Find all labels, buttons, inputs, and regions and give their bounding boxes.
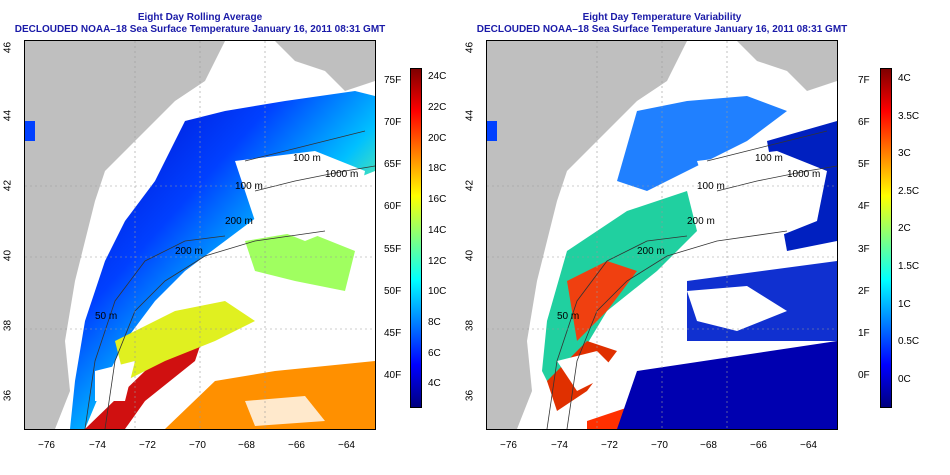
x-tick: −76 [38,440,55,451]
colorbar-c-label: 16C [428,194,447,206]
y-tick: 40 [464,249,476,262]
left-title-line2: DECLOUDED NOAA–18 Sea Surface Temperatur… [14,24,386,35]
y-tick: 38 [2,319,14,332]
right-title-line2: DECLOUDED NOAA–18 Sea Surface Temperatur… [476,24,848,35]
left-sst-map: 100 m 1000 m 200 m 100 m 50 m 200 m [24,40,376,430]
colorbar-c-label: 4C [898,73,911,85]
right-variability-map: 100 m 1000 m 200 m 100 m 50 m 200 m [486,40,838,430]
colorbar-c-label: 14C [428,224,447,236]
right-contour-label: 100 m [755,153,783,164]
y-tick: 40 [2,249,14,262]
right-panel: Eight Day Temperature Variability DECLOU… [462,0,937,475]
colorbar-c-label: 10C [428,286,447,298]
left-panel: Eight Day Rolling Average DECLOUDED NOAA… [2,12,447,451]
y-tick: 36 [2,389,14,402]
y-tick: 44 [464,109,476,122]
colorbar-f-label: 5F [858,159,870,171]
colorbar-f-label: 55F [384,243,402,255]
left-map-graphic [25,41,375,429]
colorbar-c-label: 3.5C [898,110,920,122]
colorbar-c-label: 20C [428,132,447,144]
colorbar-f-label: 0F [858,370,870,382]
y-tick: 36 [464,389,476,402]
x-tick: −64 [338,440,355,451]
right-map-graphic [487,41,837,429]
colorbar-c-label: 3C [898,148,911,160]
colorbar-f-label: 1F [858,328,870,340]
colorbar-c-label: 22C [428,101,447,113]
colorbar-c-label: 0.5C [898,336,920,348]
right-contour-label: 1000 m [787,169,821,180]
right-colorbar [880,68,892,408]
x-tick: −68 [700,440,717,451]
right-contour-label: 200 m [637,246,665,257]
colorbar-c-label: 1C [898,298,911,310]
left-contour-label: 200 m [225,216,253,227]
colorbar-f-label: 70F [384,116,402,128]
colorbar-f-label: 6F [858,116,870,128]
x-tick: −70 [651,440,668,451]
colorbar-c-label: 12C [428,255,447,267]
left-contour-label: 50 m [95,311,118,322]
left-contour-label: 100 m [235,181,263,192]
colorbar-f-label: 7F [858,74,870,86]
left-contour-label: 200 m [175,246,203,257]
y-tick: 38 [464,319,476,332]
left-contour-label: 1000 m [325,169,359,180]
right-contour-label: 200 m [687,216,715,227]
y-tick: 46 [2,41,14,54]
colorbar-c-label: 0C [898,373,911,385]
x-tick: −74 [551,440,568,451]
colorbar-c-label: 8C [428,317,441,329]
colorbar-c-label: 24C [428,71,447,83]
colorbar-c-label: 18C [428,163,447,175]
colorbar-c-label: 4C [428,378,441,390]
colorbar-f-label: 4F [858,201,870,213]
colorbar-f-label: 40F [384,370,402,382]
y-tick: 46 [464,41,476,54]
colorbar-f-label: 50F [384,285,402,297]
x-tick: −66 [288,440,305,451]
colorbar-f-label: 45F [384,328,402,340]
left-contour-label: 100 m [293,153,321,164]
y-tick: 42 [2,179,14,192]
colorbar-f-label: 75F [384,74,402,86]
right-title-line1: Eight Day Temperature Variability [582,12,742,23]
x-tick: −70 [189,440,206,451]
colorbar-c-label: 2C [898,223,911,235]
colorbar-c-label: 1.5C [898,261,920,273]
x-tick: −64 [800,440,817,451]
colorbar-f-label: 65F [384,159,402,171]
y-tick: 44 [2,109,14,122]
right-contour-label: 50 m [557,311,580,322]
left-colorbar [410,68,422,408]
x-tick: −72 [601,440,618,451]
x-tick: −66 [750,440,767,451]
x-tick: −76 [500,440,517,451]
x-tick: −72 [139,440,156,451]
colorbar-f-label: 2F [858,285,870,297]
colorbar-f-label: 60F [384,201,402,213]
x-tick: −68 [238,440,255,451]
right-contour-label: 100 m [697,181,725,192]
y-tick: 42 [464,179,476,192]
colorbar-c-label: 2.5C [898,185,920,197]
colorbar-c-label: 6C [428,347,441,359]
colorbar-f-label: 3F [858,243,870,255]
x-tick: −74 [89,440,106,451]
left-title-line1: Eight Day Rolling Average [137,12,263,23]
